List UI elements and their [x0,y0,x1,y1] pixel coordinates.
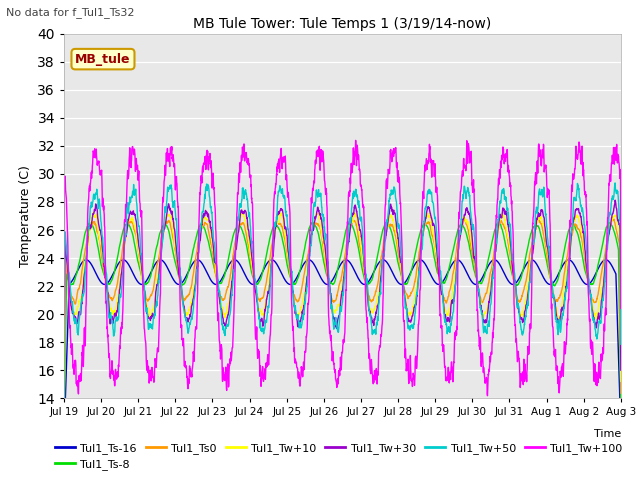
Tul1_Tw+30 [611,197,619,203]
Tul1_Ts-16 [60,437,68,443]
Tul1_Tw+100 [371,370,379,375]
Tul1_Ts0 [534,216,541,221]
Tul1_Tw+30 [617,367,625,373]
Line: Tul1_Tw+10: Tul1_Tw+10 [64,212,621,425]
Tul1_Tw+100 [505,169,513,175]
Tul1_Tw+100 [568,186,576,192]
Tul1_Tw+10 [584,268,591,274]
Tul1_Tw+10 [568,231,575,237]
Tul1_Tw+50 [60,409,68,415]
Tul1_Ts0 [504,240,512,246]
Tul1_Tw+30 [371,317,378,323]
Tul1_Ts-8 [216,280,223,286]
Tul1_Ts0 [60,422,68,428]
Tul1_Ts0 [358,259,366,264]
Text: No data for f_Tul1_Ts32: No data for f_Tul1_Ts32 [6,7,135,18]
Tul1_Tw+30 [583,268,591,274]
Tul1_Tw+10 [359,258,367,264]
Tul1_Tw+50 [583,254,591,260]
Text: Time: Time [593,430,621,439]
Tul1_Ts-8 [584,275,591,281]
Tul1_Tw+50 [504,212,512,218]
Tul1_Ts0 [584,272,591,278]
Tul1_Ts0 [371,293,378,299]
Tul1_Tw+100 [359,202,367,207]
Line: Tul1_Ts0: Tul1_Ts0 [64,218,621,425]
Tul1_Tw+10 [239,209,247,215]
Tul1_Tw+30 [358,241,366,247]
Tul1_Ts-8 [60,429,68,434]
Tul1_Ts-16 [358,281,366,287]
Tul1_Ts-16 [416,257,424,263]
Title: MB Tule Tower: Tule Temps 1 (3/19/14-now): MB Tule Tower: Tule Temps 1 (3/19/14-now… [193,17,492,31]
Tul1_Ts-8 [495,219,502,225]
Tul1_Ts-16 [617,426,625,432]
Tul1_Ts-16 [504,278,512,284]
Tul1_Tw+100 [484,393,492,398]
Tul1_Ts-16 [371,268,378,274]
Tul1_Tw+30 [504,221,512,227]
Text: MB_tule: MB_tule [76,53,131,66]
Tul1_Tw+100 [216,338,223,344]
Tul1_Tw+100 [584,234,591,240]
Line: Tul1_Tw+50: Tul1_Tw+50 [64,183,621,412]
Tul1_Ts-8 [568,221,575,227]
Tul1_Ts-16 [568,259,575,264]
Tul1_Tw+10 [216,295,223,300]
Tul1_Tw+30 [568,232,575,238]
Tul1_Tw+10 [60,422,68,428]
Tul1_Tw+50 [358,226,366,232]
Tul1_Tw+10 [371,305,379,311]
Tul1_Ts-8 [371,267,378,273]
Tul1_Tw+50 [216,289,223,295]
Tul1_Ts0 [216,288,223,293]
Tul1_Tw+100 [60,313,68,319]
Tul1_Ts-8 [358,267,366,273]
Legend: Tul1_Ts-16, Tul1_Ts-8, Tul1_Ts0, Tul1_Tw+10, Tul1_Tw+30, Tul1_Tw+50, Tul1_Tw+100: Tul1_Ts-16, Tul1_Ts-8, Tul1_Ts0, Tul1_Tw… [51,438,627,474]
Tul1_Tw+10 [617,379,625,384]
Tul1_Tw+50 [617,341,625,347]
Tul1_Tw+30 [216,295,223,300]
Line: Tul1_Ts-8: Tul1_Ts-8 [64,222,621,432]
Tul1_Ts-8 [617,406,625,412]
Line: Tul1_Ts-16: Tul1_Ts-16 [64,260,621,440]
Tul1_Ts0 [617,390,625,396]
Line: Tul1_Tw+100: Tul1_Tw+100 [64,140,621,396]
Line: Tul1_Tw+30: Tul1_Tw+30 [64,200,621,414]
Tul1_Ts-16 [216,280,223,286]
Tul1_Tw+10 [504,236,512,241]
Tul1_Ts0 [568,233,575,239]
Tul1_Tw+50 [371,328,378,334]
Tul1_Tw+50 [568,228,575,234]
Y-axis label: Temperature (C): Temperature (C) [19,165,31,267]
Tul1_Tw+100 [352,137,360,143]
Tul1_Tw+30 [60,411,68,417]
Tul1_Ts-16 [584,282,591,288]
Tul1_Tw+100 [617,305,625,311]
Tul1_Ts-8 [504,255,512,261]
Tul1_Tw+50 [611,180,619,186]
